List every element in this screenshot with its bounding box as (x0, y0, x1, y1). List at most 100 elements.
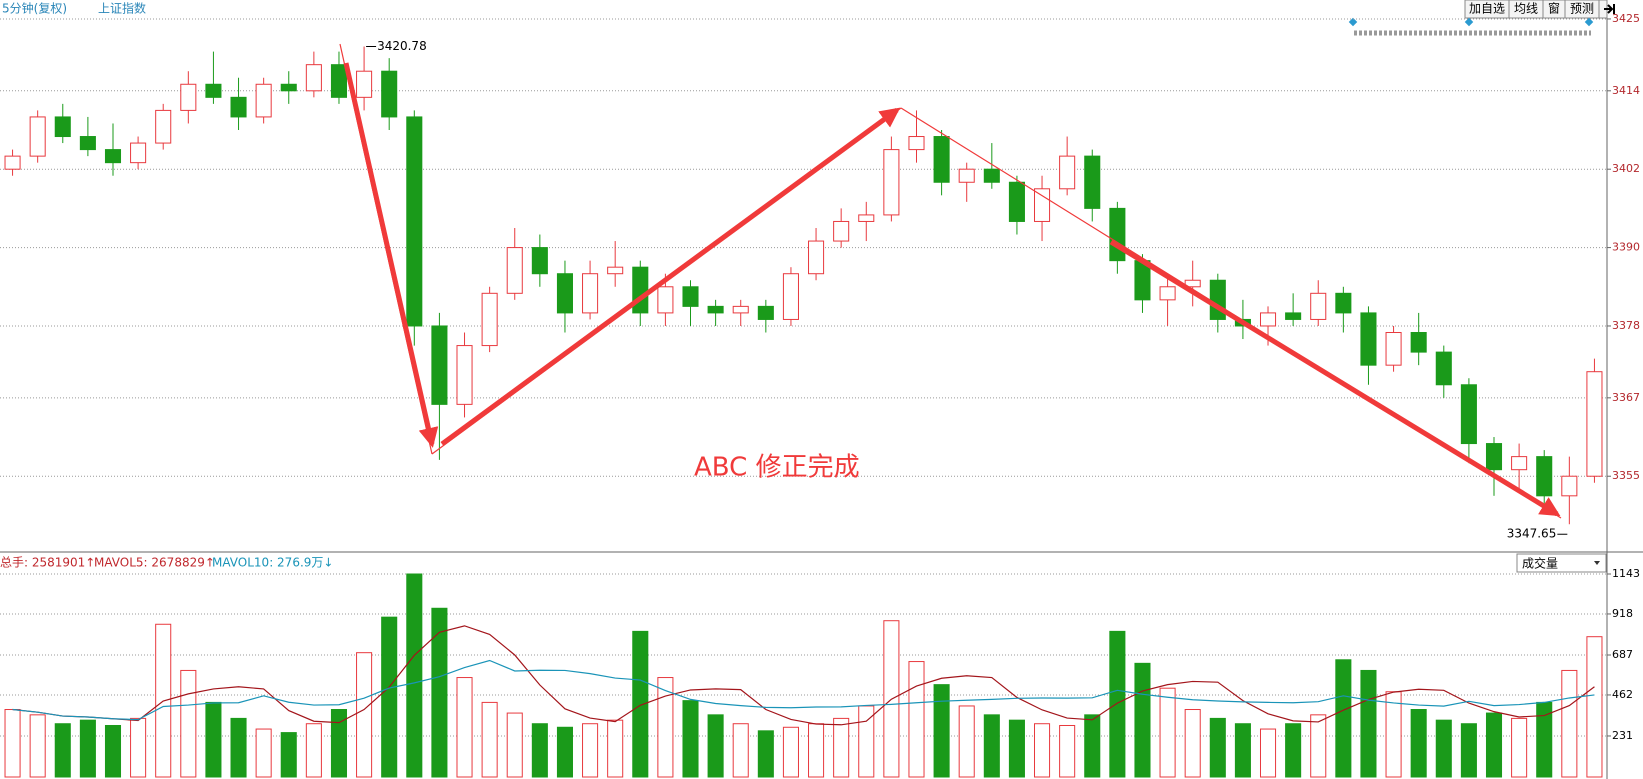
volume-bar (1008, 719, 1025, 778)
volume-bar (1561, 669, 1578, 778)
candle-body (456, 345, 473, 405)
candle-body (682, 286, 699, 307)
volume-bar (707, 714, 724, 778)
candle-body (305, 64, 322, 92)
low-label: 3347.65 (1507, 527, 1557, 541)
toolbar-button-label[interactable]: 预测 (1570, 2, 1594, 16)
candle-body (1285, 312, 1302, 320)
volume-bar (833, 717, 850, 778)
y-tick-label: 3402 (1612, 162, 1640, 175)
volume-bar (1460, 723, 1477, 778)
exit-icon[interactable] (1604, 4, 1615, 14)
candle-body (431, 325, 448, 405)
candle-body (707, 305, 724, 314)
volume-bar (556, 726, 573, 778)
selector[interactable]: 成交量 (1522, 556, 1558, 571)
volume-pane: 1143 918 687 462 231 总手: 2581901↑MAVOL5: 2678… (0, 556, 1640, 778)
candle-body (280, 83, 297, 92)
wave-annotation: ABC 修正完成 (339, 43, 1562, 519)
candle-body (356, 70, 373, 98)
candle-body (1385, 332, 1402, 366)
candle-body (205, 83, 222, 98)
y-tick-label: 687 (1612, 648, 1633, 661)
annotation-note: ABC 修正完成 (694, 453, 860, 483)
volume-bar (330, 709, 348, 778)
y-tick-label: 3367 (1612, 391, 1640, 404)
volume-bar (1335, 659, 1352, 778)
candle-body (29, 116, 46, 157)
volume-bar (908, 661, 925, 778)
candle-body (933, 136, 950, 183)
candle-body (531, 247, 548, 275)
candle-body (230, 96, 247, 118)
y-tick-label: 3390 (1612, 241, 1640, 254)
volume-bar (933, 684, 950, 778)
candle-body (883, 149, 900, 216)
volume-bar (657, 677, 674, 778)
candle-body (958, 168, 975, 183)
candle-body (556, 273, 573, 314)
volume-bar (255, 728, 272, 778)
volume-bar (4, 709, 21, 778)
wave-arrow (440, 107, 901, 447)
volume-bar (1209, 717, 1226, 778)
readout: MAVOL5: 2678829↑ (94, 556, 215, 570)
candle-body (1259, 312, 1277, 327)
candle-body (582, 273, 599, 314)
volume-bar (104, 724, 122, 778)
toolbar-button-label[interactable]: 窗 (1548, 2, 1560, 16)
toolbar-button-label[interactable]: 加自选 (1469, 2, 1505, 16)
dropdown-icon[interactable] (1594, 561, 1600, 565)
volume-bar (1285, 723, 1302, 778)
volume-bar (1159, 687, 1176, 778)
wave-arrow (343, 62, 439, 448)
volume-bar (506, 712, 523, 778)
y-tick-label: 231 (1612, 729, 1633, 742)
volume-bar (757, 730, 774, 778)
volume-bar (1485, 712, 1503, 778)
volume-bar (130, 717, 147, 778)
candle-body (1310, 292, 1327, 320)
period: 5分钟(复权) (2, 1, 67, 16)
candle-body (1561, 475, 1578, 497)
candle-body (1034, 188, 1051, 222)
volume-bar (1511, 717, 1528, 778)
candle-body (833, 220, 850, 242)
candle-body (1410, 332, 1427, 353)
volume-bar (808, 723, 825, 778)
high-label: 3420.78 (377, 39, 427, 53)
candle-body (1209, 279, 1226, 320)
volume-bar (230, 717, 247, 778)
selector-box[interactable] (1516, 553, 1607, 573)
candle-body (1008, 181, 1025, 222)
candle-body (1109, 207, 1126, 262)
candle-body (908, 136, 925, 151)
candle-body (983, 168, 1000, 183)
wave-arrow (1109, 239, 1561, 517)
candle-body (732, 305, 749, 314)
candle-body (130, 142, 147, 164)
volume-bar (732, 723, 749, 778)
y-tick-label: 3414 (1612, 84, 1640, 97)
candle-body (1059, 155, 1076, 190)
y-tick-label: 3378 (1612, 319, 1640, 332)
volume-bar (582, 723, 599, 778)
candle-body (255, 83, 272, 118)
candle-body (4, 155, 21, 170)
volume-bar (406, 573, 423, 778)
symbol: 上证指数 (98, 1, 146, 16)
ma-line (12, 659, 1595, 721)
candle-body (79, 136, 96, 151)
candle-body (406, 116, 423, 327)
volume-bar (431, 607, 448, 778)
candle-body (481, 292, 498, 347)
candle-body (632, 266, 649, 314)
volume-bar (456, 677, 473, 778)
volume-bar (381, 616, 398, 778)
readout: 总手: 2581901↑ (0, 556, 95, 570)
candle-body (330, 64, 348, 98)
toolbar-button-label[interactable]: 均线 (1514, 2, 1538, 16)
candle-body (657, 286, 674, 314)
candle-body (1460, 384, 1477, 445)
